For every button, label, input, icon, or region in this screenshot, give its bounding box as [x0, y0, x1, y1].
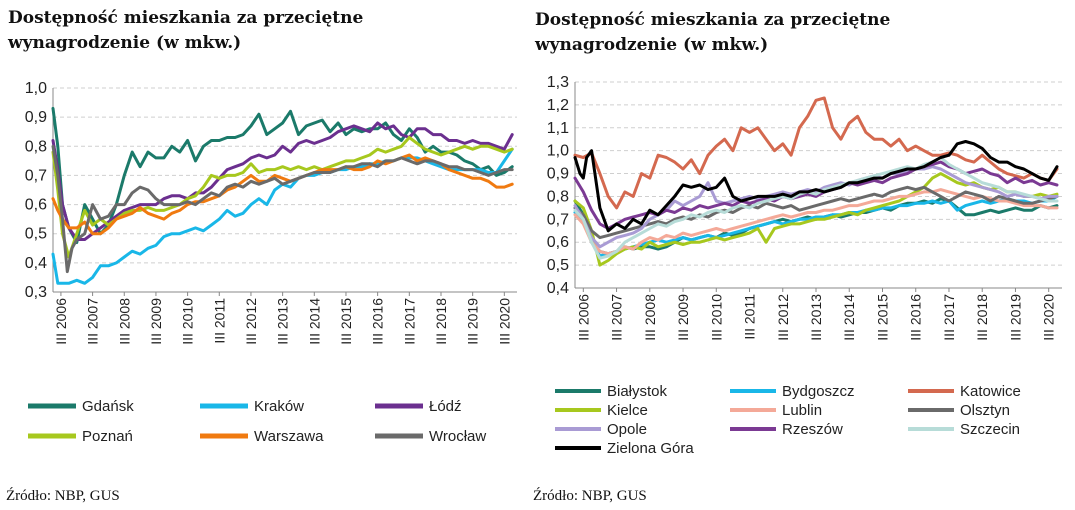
left-chart-y-tick-label: 0,8	[25, 138, 47, 155]
left-chart-series-line-poznan	[51, 136, 514, 259]
right-chart: 0,4 0,5 0,6 0,7 0,8 0,9 1,0 1,1 1,2 1,3 III 2006 II…	[547, 74, 1062, 457]
right-chart-legend-label-opole: Opole	[607, 421, 647, 438]
left-chart-legend-label-gdansk: Gdańsk	[82, 398, 134, 415]
left-chart-legend-label-warszawa: Warszawa	[254, 428, 324, 445]
right-chart-x-tick-label: III 2006	[575, 294, 591, 341]
right-chart-series-line-szczecin	[573, 156, 1059, 260]
left-chart-y-tick-label: 0,9	[25, 109, 47, 126]
left-chart-x-tick-label: III 2020	[496, 298, 512, 345]
left-chart-x-tick-label: III 2010	[180, 298, 196, 345]
right-chart-legend-label-bydgoszcz: Bydgoszcz	[782, 383, 855, 400]
left-chart-series-line-gdansk	[51, 106, 514, 244]
right-chart-x-tick-label: III 2011	[742, 294, 758, 340]
right-chart-y-tick-label: 0,9	[547, 166, 569, 183]
right-chart-y-tick-label: 0,5	[547, 257, 569, 274]
right-chart-y-tick-label: 1,1	[547, 120, 569, 137]
right-chart-legend-label-zielona-gora: Zielona Góra	[607, 440, 694, 457]
right-chart-x-tick-label: III 2019	[1007, 294, 1023, 341]
right-chart-x-tick-label: III 2017	[941, 294, 957, 341]
right-chart-legend-label-bialystok: Białystok	[607, 383, 668, 400]
left-chart-x-tick-label: III 2016	[370, 298, 386, 345]
right-chart-x-tick-label: III 2012	[775, 294, 791, 341]
right-chart-y-tick-label: 1,3	[547, 74, 569, 91]
right-chart-legend-label-lublin: Lublin	[782, 402, 822, 419]
right-chart-series-line-olsztyn	[573, 185, 1059, 240]
right-chart-x-tick-label: III 2007	[609, 294, 625, 341]
left-chart-y-tick-label: 0,6	[25, 197, 47, 214]
right-chart-legend-label-kielce: Kielce	[607, 402, 648, 419]
right-chart-series-line-katowice	[573, 96, 1059, 210]
right-chart-y-tick-label: 0,8	[547, 188, 569, 205]
right-chart-x-tick-label: III 2018	[974, 294, 990, 341]
left-chart-legend-label-wroclaw: Wrocław	[429, 428, 486, 445]
left-chart-x-tick-label: III 2014	[306, 298, 322, 345]
left-chart-y-tick-label: 0,7	[25, 167, 47, 184]
left-chart-x-tick-label: III 2009	[148, 298, 164, 345]
left-chart-x-tick-label: III 2019	[465, 298, 481, 345]
right-chart-legend-label-katowice: Katowice	[960, 383, 1021, 400]
right-chart-x-tick-label: III 2014	[841, 294, 857, 341]
left-chart: 0,3 0,4 0,5 0,6 0,7 0,8 0,9 1,0 III 2006 III 2007…	[25, 80, 517, 445]
left-chart-x-tick-label: III 2008	[116, 298, 132, 345]
right-chart-title: Dostępność mieszkania za przeciętne wyna…	[535, 10, 891, 55]
right-chart-x-tick-label: III 2015	[874, 294, 890, 341]
right-chart-y-tick-label: 0,4	[547, 280, 569, 297]
right-chart-series-line-opole	[573, 165, 1059, 249]
left-chart-y-tick-label: 0,5	[25, 226, 47, 243]
right-chart-legend-label-szczecin: Szczecin	[960, 421, 1020, 438]
left-source-note: Źródło: NBP, GUS	[6, 488, 120, 504]
right-chart-y-tick-label: 0,7	[547, 211, 569, 228]
left-chart-panel: Dostępność mieszkania za przeciętne wyna…	[0, 0, 520, 510]
left-chart-x-tick-label: III 2013	[275, 298, 291, 345]
right-chart-legend-label-olsztyn: Olsztyn	[960, 402, 1010, 419]
right-chart-x-tick-label: III 2013	[808, 294, 824, 341]
right-chart-series-line-lublin	[573, 188, 1059, 256]
left-chart-title: Dostępność mieszkania za przeciętne wyna…	[8, 8, 364, 53]
right-source-note: Źródło: NBP, GUS	[533, 488, 647, 504]
left-chart-x-tick-label: III 2015	[338, 298, 354, 345]
right-chart-x-tick-label: III 2016	[908, 294, 924, 341]
right-chart-x-tick-label: III 2009	[675, 294, 691, 341]
left-chart-x-tick-label: III 2018	[433, 298, 449, 345]
right-chart-y-tick-label: 1,0	[547, 143, 569, 160]
left-chart-x-tick-label: III 2006	[53, 298, 69, 345]
right-chart-x-tick-label: III 2008	[642, 294, 658, 341]
left-chart-x-tick-label: III 2007	[85, 298, 101, 345]
left-chart-x-tick-label: III 2012	[243, 298, 259, 345]
right-chart-panel: Dostępność mieszkania za przeciętne wyna…	[525, 0, 1075, 510]
right-chart-legend-label-rzeszow: Rzeszów	[782, 421, 843, 438]
left-chart-series-line-lodz	[51, 121, 514, 241]
right-chart-y-tick-label: 0,6	[547, 234, 569, 251]
left-chart-x-tick-label: III 2011	[211, 298, 227, 344]
left-chart-x-tick-label: III 2017	[401, 298, 417, 345]
right-chart-series-line-zielona-gora	[573, 140, 1059, 233]
right-chart-x-tick-label: III 2020	[1041, 294, 1057, 341]
right-chart-x-tick-label: III 2010	[708, 294, 724, 341]
left-chart-legend-label-lodz: Łódź	[429, 398, 462, 415]
left-chart-y-tick-label: 0,4	[25, 255, 47, 272]
left-chart-y-tick-label: 0,3	[25, 284, 47, 301]
left-chart-legend-label-poznan: Poznań	[82, 428, 133, 445]
left-chart-series-line-wroclaw	[51, 144, 514, 274]
left-chart-legend-label-krakow: Kraków	[254, 398, 304, 415]
right-chart-y-tick-label: 1,2	[547, 97, 569, 114]
left-chart-y-tick-label: 1,0	[25, 80, 47, 97]
